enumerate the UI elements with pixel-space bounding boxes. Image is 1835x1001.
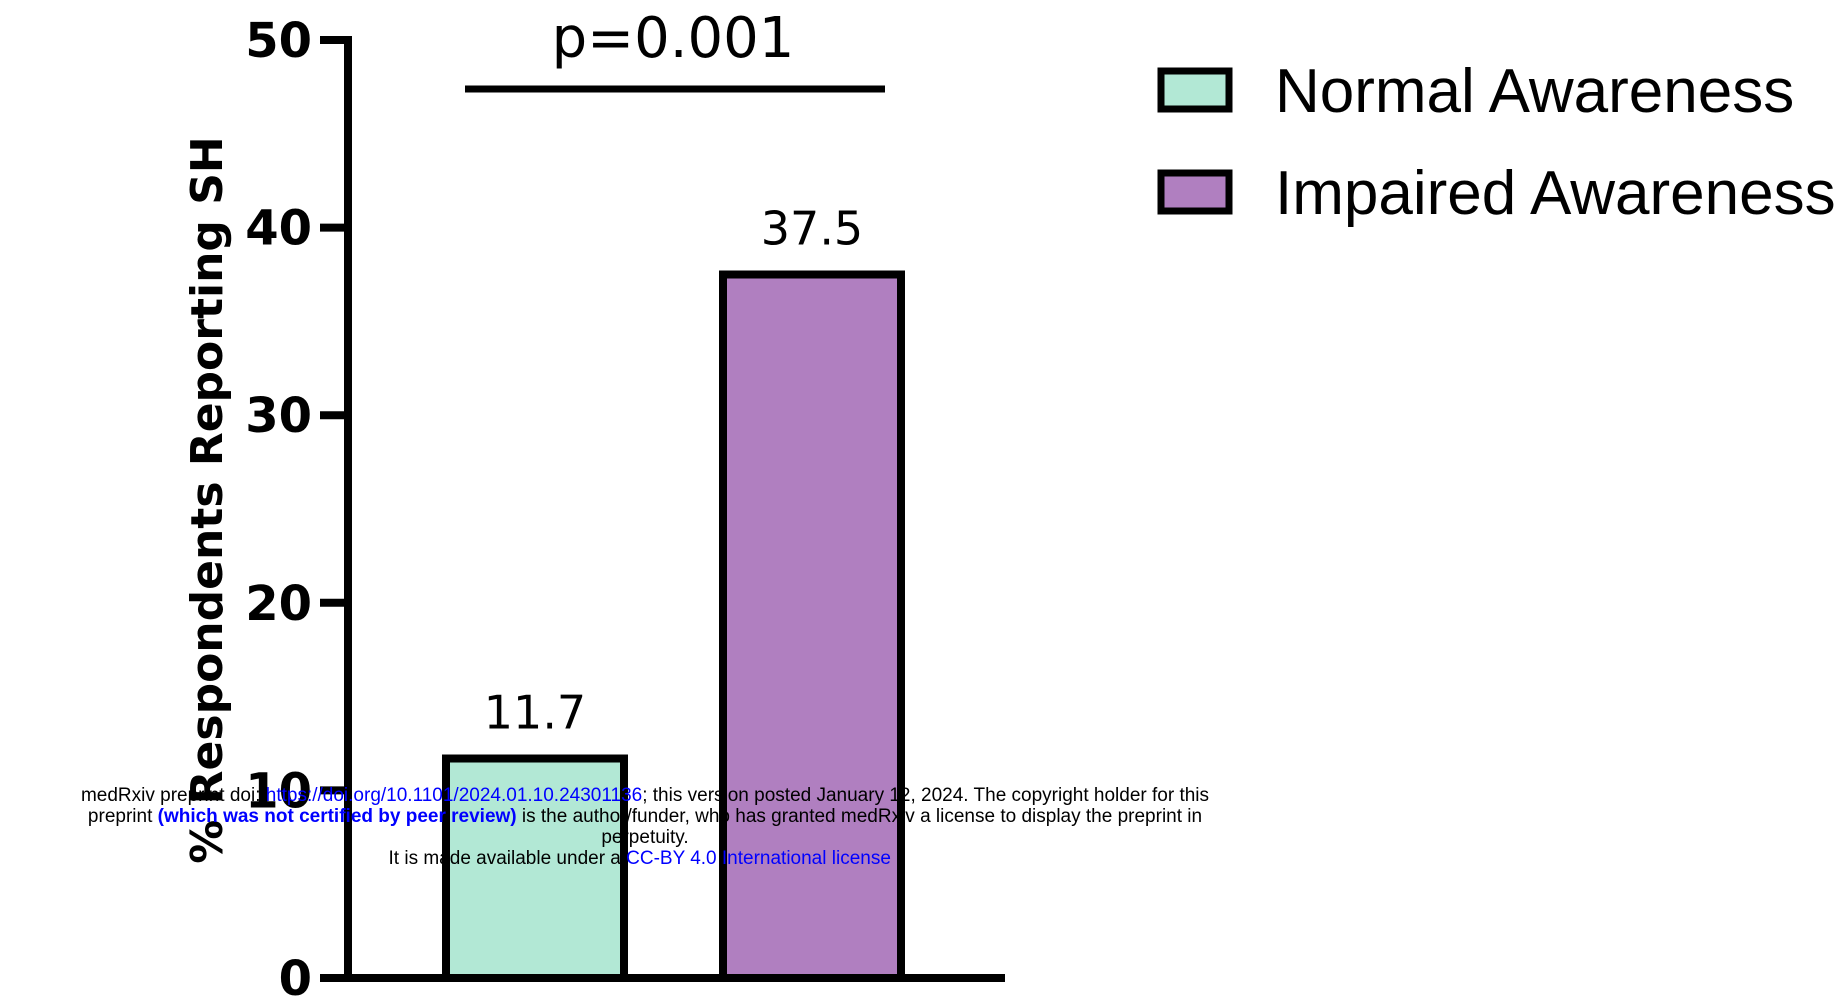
y-tick-label: 50 bbox=[245, 13, 312, 69]
legend: Normal Awareness Impaired Awareness bbox=[1157, 57, 1835, 228]
notice-text: medRxiv preprint doi: bbox=[80, 785, 266, 806]
data-label-2: 37.5 bbox=[761, 202, 863, 256]
y-tick-label: 40 bbox=[245, 201, 312, 257]
bar-2 bbox=[719, 270, 905, 982]
y-tick-label: 20 bbox=[245, 576, 312, 632]
y-tick-label: 30 bbox=[245, 388, 312, 444]
legend-swatch-2 bbox=[1157, 169, 1233, 215]
y-axis: 0 10 20 30 40 50 % Respondents Reporting SH bbox=[182, 13, 1005, 1001]
license-link[interactable]: CC-BY 4.0 International license bbox=[626, 848, 891, 869]
peer-review-note: (which was not certified by peer review) bbox=[157, 806, 517, 827]
legend-label-1: Normal Awareness bbox=[1275, 57, 1794, 126]
significance-annotation: p=0.001 bbox=[465, 6, 885, 93]
legend-label-2: Impaired Awareness bbox=[1275, 159, 1835, 228]
notice-text: . bbox=[890, 848, 902, 869]
y-tick-label: 0 bbox=[279, 951, 312, 1001]
preprint-notice: medRxiv preprint doi: https://doi.org/10… bbox=[0, 785, 1290, 869]
notice-text: is the author/funder, who has granted me… bbox=[516, 806, 1203, 827]
notice-line-1: medRxiv preprint doi: https://doi.org/10… bbox=[0, 785, 1290, 806]
notice-text: It is made available under a bbox=[388, 848, 627, 869]
data-label-1: 11.7 bbox=[484, 686, 586, 740]
y-axis-label: % Respondents Reporting SH bbox=[182, 136, 233, 863]
legend-swatch-1 bbox=[1157, 67, 1233, 113]
notice-line-4: It is made available under a CC-BY 4.0 I… bbox=[0, 848, 1290, 869]
y-tick-label: 10 bbox=[245, 763, 312, 819]
notice-line-3: perpetuity. bbox=[601, 827, 689, 848]
doi-link[interactable]: https://doi.org/10.1101/2024.01.10.24301… bbox=[265, 785, 643, 806]
notice-line-2: preprint (which was not certified by pee… bbox=[0, 806, 1290, 827]
notice-text: preprint bbox=[87, 806, 158, 827]
bars-layer: 11.7 37.5 bbox=[442, 202, 905, 982]
significance-label: p=0.001 bbox=[552, 6, 795, 71]
notice-text: ; this version posted January 12, 2024. … bbox=[642, 785, 1210, 806]
